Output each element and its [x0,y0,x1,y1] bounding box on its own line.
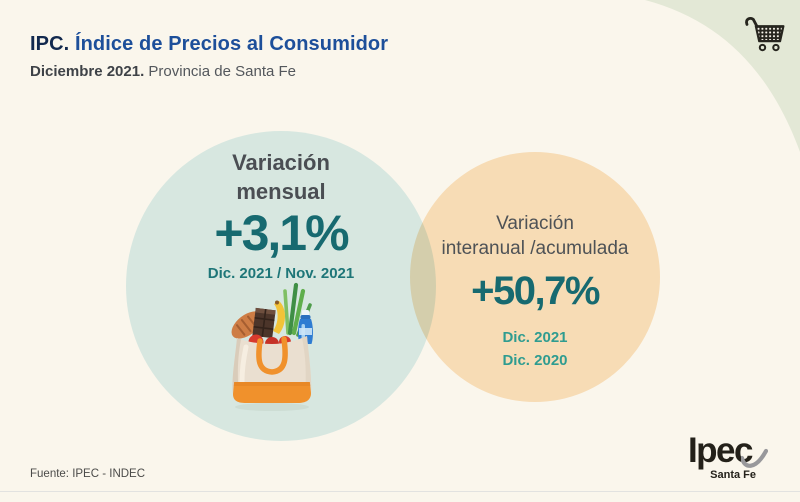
subtitle-period: Diciembre 2021. [30,63,145,80]
footer-divider [0,491,800,492]
bag-bottom-band [233,382,311,403]
monthly-variation-value: +3,1% [214,205,349,262]
title-acronym: IPC. [30,33,70,55]
source-note: Fuente: IPEC - INDEC [30,468,146,480]
grocery-bag-illustration [231,282,313,411]
title-text: Índice de Precios al Consumidor [69,33,389,55]
bottle-illustration [298,310,313,344]
interannual-variation-stat: Variación interanual /acumulada +50,7% D… [410,211,660,372]
monthly-variation-stat: Variación mensual +3,1% Dic. 2021 / Nov.… [131,149,431,282]
subtitle-region: Provincia de Santa Fe [144,63,297,80]
ipec-logo: Ipec Santa Fe [688,433,768,481]
monthly-variation-period: Dic. 2021 / Nov. 2021 [207,264,355,282]
subtitle: Diciembre 2021. Provincia de Santa Fe [30,63,388,80]
interannual-variation-label: Variación interanual /acumulada [441,213,629,260]
header: IPC. Índice de Precios al Consumidor Dic… [30,32,388,80]
interannual-variation-circle [410,152,660,402]
interannual-variation-period: Dic. 2021 Dic. 2020 [502,329,568,369]
bag-handle [256,336,288,375]
chocolate-illustration [252,307,276,339]
interannual-variation-value: +50,7% [471,269,600,314]
page-title: IPC. Índice de Precios al Consumidor [30,32,388,56]
shopping-cart-icon [745,16,785,52]
ipec-logo-subtext: Santa Fe [710,469,756,481]
monthly-variation-label: Variación mensual [232,150,330,204]
ipec-logo-swoosh-icon [741,448,768,468]
ipec-logo-wordmark: Ipec [688,433,768,468]
banana-illustration [273,301,285,334]
